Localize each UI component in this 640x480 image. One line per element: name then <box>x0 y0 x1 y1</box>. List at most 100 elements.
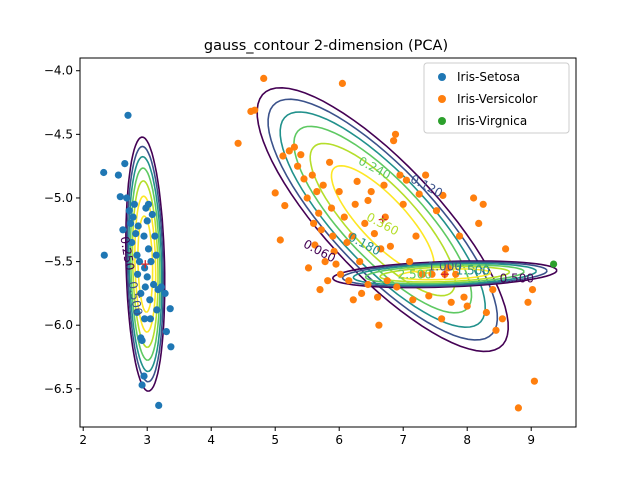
y-tick-label: −5.5 <box>44 255 73 269</box>
y-tick-label: −6.0 <box>44 318 73 332</box>
contour-label: 0.360 <box>364 210 401 238</box>
contour-line <box>279 111 487 329</box>
data-point <box>133 308 141 317</box>
data-point <box>470 194 478 202</box>
data-point <box>141 283 149 291</box>
data-point <box>317 226 325 234</box>
data-point <box>125 207 133 215</box>
mean-marker <box>378 215 387 224</box>
data-point <box>138 336 146 345</box>
y-tick-label: −6.5 <box>44 382 73 396</box>
data-point <box>367 188 375 196</box>
data-point <box>260 74 268 82</box>
data-point <box>251 106 259 114</box>
data-point <box>402 176 410 184</box>
data-point <box>498 315 506 323</box>
y-tick-label: −4.0 <box>44 64 73 78</box>
axes: 2 3 4 5 6 7 8 9 −4.0 −4.5 −5.0 −5.5 −6.0 −6.5 <box>44 57 577 447</box>
data-point <box>356 258 364 266</box>
data-point <box>167 343 175 351</box>
data-point <box>316 286 324 294</box>
contour-label: 0.500 <box>125 280 145 316</box>
data-point <box>381 213 389 221</box>
data-point <box>412 232 420 240</box>
data-point <box>330 247 338 255</box>
data-point <box>119 226 127 234</box>
legend-marker <box>438 117 446 125</box>
data-point <box>162 328 170 336</box>
legend-label: Iris-Setosa <box>457 70 520 84</box>
contour-label: 1.000 <box>428 259 462 273</box>
x-tick-label: 6 <box>335 433 343 447</box>
data-point <box>294 162 302 170</box>
data-point <box>514 404 523 412</box>
data-point <box>353 177 361 185</box>
data-point <box>271 189 279 197</box>
data-point <box>340 213 348 221</box>
data-point <box>300 175 308 183</box>
data-point <box>338 79 346 87</box>
contour-line <box>364 264 525 285</box>
data-point <box>234 139 242 147</box>
data-point <box>157 283 165 291</box>
data-point <box>348 232 356 240</box>
data-point <box>530 377 539 385</box>
contour-label: 0.250 <box>117 235 137 271</box>
data-point <box>134 270 142 278</box>
data-point <box>364 280 372 289</box>
data-point <box>390 137 398 145</box>
data-point <box>391 130 400 138</box>
contour-label: 0.060 <box>301 237 338 265</box>
data-point <box>134 222 142 230</box>
data-point <box>452 270 460 278</box>
data-point <box>321 258 329 266</box>
data-point <box>370 230 378 238</box>
data-point <box>132 230 140 238</box>
mean-marker <box>440 270 449 279</box>
contour-line <box>398 268 492 281</box>
x-tick-label: 5 <box>271 433 279 447</box>
legend-label: Iris-Versicolor <box>457 92 537 106</box>
contour-label: 1.500 <box>456 263 490 277</box>
data-point <box>147 258 155 266</box>
data-point <box>438 315 446 323</box>
data-point <box>141 264 149 272</box>
data-point <box>377 245 385 253</box>
data-point <box>399 200 407 208</box>
data-point <box>138 381 146 389</box>
data-point <box>304 264 313 272</box>
data-point <box>143 217 151 225</box>
data-point <box>155 401 163 409</box>
data-point <box>100 168 108 177</box>
x-tick-label: 3 <box>143 433 151 447</box>
data-point <box>121 160 129 168</box>
data-point <box>455 232 464 240</box>
contour-line <box>379 265 511 283</box>
legend: Iris-Setosa Iris-Versicolor Iris-Virgnica <box>423 62 570 134</box>
data-point <box>383 277 391 285</box>
data-point <box>319 181 327 189</box>
data-point <box>479 200 487 208</box>
data-point <box>114 171 122 179</box>
data-point <box>463 302 471 310</box>
legend-box <box>423 62 570 134</box>
data-point <box>524 298 532 306</box>
data-point <box>324 277 332 285</box>
data-point <box>332 260 340 268</box>
data-point <box>137 289 145 297</box>
data-point <box>141 315 149 323</box>
data-point <box>326 158 334 166</box>
contour-line <box>127 155 163 373</box>
data-point <box>349 296 357 304</box>
contour-line <box>267 98 499 341</box>
data-point <box>374 293 382 301</box>
data-point <box>144 200 153 208</box>
data-point <box>422 171 430 179</box>
y-tick-label: −5.0 <box>44 191 73 205</box>
chart-title: gauss_contour 2-dimension (PCA) <box>204 38 448 54</box>
data-point <box>308 171 316 179</box>
contour-line <box>134 195 157 333</box>
data-point <box>482 308 490 317</box>
data-point <box>343 238 351 247</box>
